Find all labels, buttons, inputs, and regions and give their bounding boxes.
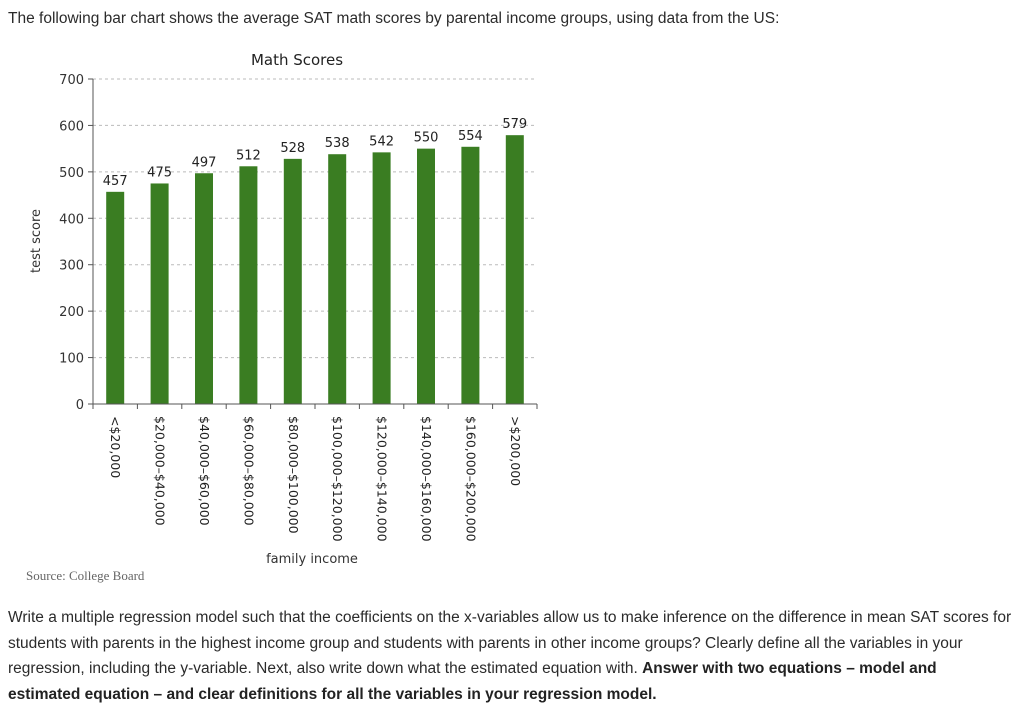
x-category-label: $80,000–$100,000 [286,416,301,534]
x-category-label: $140,000–$160,000 [419,416,434,542]
bar-value-label: 538 [325,136,350,151]
bar-value-label: 542 [369,134,394,149]
x-category-label: $160,000–$200,000 [463,416,478,542]
chart-svg: Math Scores 0 100 200 300 400 500 600 700 <$20,… [29,51,538,567]
bar [239,166,258,404]
data-labels: 457 475 497 512 528 538 542 550 554 579 [103,117,527,189]
y-tick-label: 600 [59,119,84,134]
x-category-label: <$20,000 [108,416,123,478]
y-tick-label: 200 [59,305,84,320]
y-tick-label: 300 [59,259,84,274]
bar [195,173,213,404]
x-axis-label: family income [266,552,358,567]
bar [150,183,169,404]
x-category-label: $120,000–$140,000 [375,416,390,542]
y-ticks: 0 100 200 300 400 500 600 700 [59,73,93,413]
bar-chart: Math Scores 0 100 200 300 400 500 600 700 <$20,… [0,42,560,587]
bar-value-label: 457 [103,174,128,189]
x-category-label: >$200,000 [508,416,523,486]
bar-value-label: 528 [280,141,305,156]
x-category-label: $60,000–$80,000 [241,416,256,526]
bar [328,154,347,404]
bar-value-label: 550 [414,131,439,146]
question-bold: Answer with two equations – model and es… [8,660,937,703]
y-tick-label: 500 [59,166,84,181]
intro-text: The following bar chart shows the averag… [8,10,780,27]
y-tick-label: 700 [59,73,84,88]
bar-value-label: 475 [147,165,172,180]
chart-title: Math Scores [251,51,343,69]
bar-value-label: 497 [192,155,217,170]
bar [505,135,524,404]
source-note: Source: College Board [26,568,145,583]
bar [417,148,435,404]
x-ticks: <$20,000 $20,000–$40,000 $40,000–$60,000 $6… [92,404,538,542]
question-text: Write a multiple regression model such t… [8,605,1013,707]
bar [283,158,302,404]
bar [461,146,480,404]
x-category-label: $100,000–$120,000 [330,416,345,542]
bar-value-label: 512 [236,148,261,163]
bars [106,135,524,404]
bar-value-label: 579 [502,117,527,132]
x-category-label: $20,000–$40,000 [153,416,168,526]
y-tick-label: 400 [59,212,84,227]
question-plain: Write a multiple regression model such t… [8,609,1012,677]
bar [372,152,391,404]
y-tick-label: 0 [76,398,84,413]
y-axis-label: test score [29,209,44,273]
bar [106,191,125,404]
bar-value-label: 554 [458,129,483,144]
x-category-label: $40,000–$60,000 [197,416,212,526]
y-tick-label: 100 [59,352,84,367]
